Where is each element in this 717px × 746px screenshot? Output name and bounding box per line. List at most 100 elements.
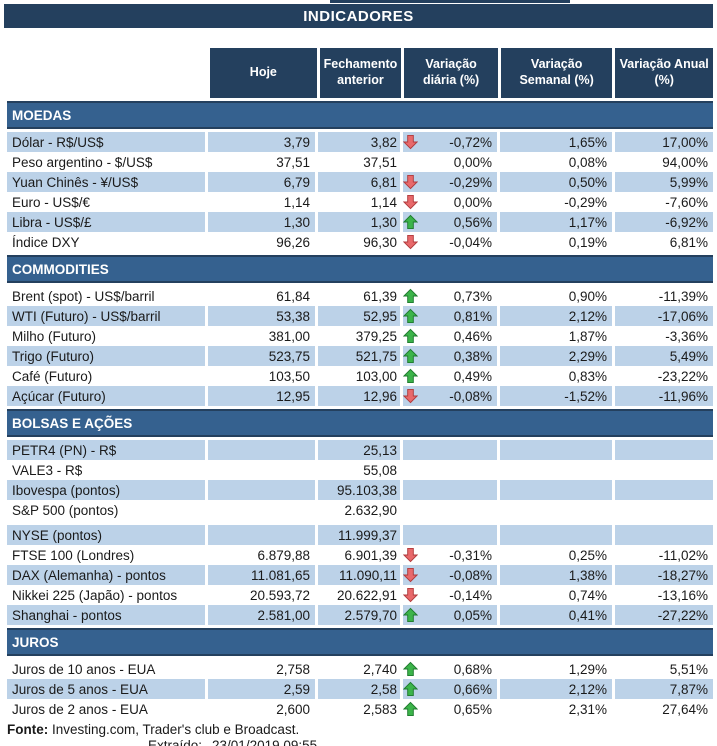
row-label: NYSE (pontos) bbox=[7, 525, 205, 545]
row-label: Libra - US$/£ bbox=[7, 212, 205, 232]
table-row: VALE3 - R$ 55,08 bbox=[7, 460, 713, 480]
cell-variacao-anual bbox=[615, 460, 713, 480]
trend-arrow-slot bbox=[403, 388, 422, 404]
row-label: Milho (Futuro) bbox=[12, 328, 97, 344]
cell-variacao-anual: -11,96% bbox=[615, 386, 713, 406]
down-arrow-icon bbox=[403, 134, 418, 150]
row-label: Trigo (Futuro) bbox=[7, 346, 205, 366]
trend-arrow-slot bbox=[403, 234, 422, 250]
trend-arrow-slot bbox=[403, 134, 422, 150]
cell-variacao-diaria: -0,72% bbox=[403, 132, 497, 152]
cell-hoje: 2,59 bbox=[208, 679, 315, 699]
cell-fechamento: 61,39 bbox=[363, 288, 397, 304]
cell-variacao-anual: -7,60% bbox=[665, 194, 708, 210]
cell-hoje bbox=[208, 525, 315, 545]
cell-variacao-diaria: -0,04% bbox=[403, 232, 497, 252]
cell-variacao-semanal bbox=[500, 525, 612, 545]
cell-variacao-anual: 5,49% bbox=[615, 346, 713, 366]
variacao-diaria-value: 0,05% bbox=[453, 607, 492, 623]
extracted-timestamp: 23/01/2019 09:55 bbox=[212, 738, 318, 746]
cell-fechamento: 2.579,70 bbox=[318, 605, 400, 625]
cell-variacao-anual: -23,22% bbox=[657, 368, 708, 384]
cell-variacao-diaria: -0,08% bbox=[403, 386, 497, 406]
cell-fechamento: 11.999,37 bbox=[318, 525, 400, 545]
table-row: WTI (Futuro) - US$/barril 53,38 52,95 0,81%… bbox=[7, 306, 713, 326]
cell-variacao-semanal: 0,19% bbox=[568, 234, 607, 250]
trend-arrow-slot bbox=[403, 348, 422, 364]
cell-fechamento: 521,75 bbox=[318, 346, 400, 366]
cell-variacao-diaria bbox=[403, 500, 497, 520]
column-header-fech: Fechamento anterior bbox=[319, 48, 402, 98]
table-row: Milho (Futuro) 381,00 379,25 0,46% 1,87% -3,3… bbox=[7, 326, 713, 346]
cell-variacao-diaria: 0,65% bbox=[403, 699, 497, 719]
section-band-moedas: MOEDAS bbox=[7, 101, 713, 129]
trend-arrow-slot bbox=[403, 194, 422, 210]
indicators-table: Hoje Fechamento anterior Variação diária (… bbox=[0, 48, 717, 719]
cell-variacao-anual: 94,00% bbox=[662, 154, 708, 170]
variacao-diaria-value: -0,04% bbox=[449, 234, 492, 250]
variacao-diaria-value: -0,08% bbox=[449, 388, 492, 404]
cell-variacao-semanal: 0,41% bbox=[500, 605, 612, 625]
cell-variacao-semanal bbox=[500, 500, 612, 520]
table-row: Brent (spot) - US$/barril 61,84 61,39 0,73%… bbox=[7, 286, 713, 306]
cell-variacao-anual: -13,16% bbox=[657, 587, 708, 603]
extracted-label: Extraído: bbox=[148, 738, 203, 746]
trend-arrow-slot bbox=[403, 607, 422, 623]
variacao-diaria-value: 0,00% bbox=[453, 194, 492, 210]
row-label: Dólar - R$/US$ bbox=[7, 132, 205, 152]
row-label: Brent (spot) - US$/barril bbox=[12, 288, 155, 304]
cell-variacao-anual: -11,39% bbox=[658, 288, 708, 304]
cell-hoje: 53,38 bbox=[208, 306, 315, 326]
table-row: Dólar - R$/US$ 3,79 3,82 -0,72% 1,65% 17,00% bbox=[7, 132, 713, 152]
column-header-diaria: Variação diária (%) bbox=[404, 48, 498, 98]
cell-variacao-anual bbox=[615, 500, 713, 520]
table-row: FTSE 100 (Londres) 6.879,88 6.901,39 -0,31%… bbox=[7, 545, 713, 565]
table-row: Nikkei 225 (Japão) - pontos 20.593,72 20.6… bbox=[7, 585, 713, 605]
cell-hoje: 2,758 bbox=[276, 661, 310, 677]
row-label: Nikkei 225 (Japão) - pontos bbox=[12, 587, 178, 603]
column-header-row: Hoje Fechamento anterior Variação diária (… bbox=[7, 48, 713, 98]
variacao-diaria-value: -0,29% bbox=[449, 174, 492, 190]
variacao-diaria-value: 0,00% bbox=[453, 154, 492, 170]
down-arrow-icon bbox=[403, 234, 418, 250]
table-row: Ibovespa (pontos) 95.103,38 bbox=[7, 480, 713, 500]
cell-variacao-anual: 6,81% bbox=[669, 234, 708, 250]
variacao-diaria-value: 0,73% bbox=[453, 288, 492, 304]
cell-hoje: 381,00 bbox=[268, 328, 310, 344]
cell-variacao-diaria: 0,38% bbox=[403, 346, 497, 366]
cell-fechamento: 379,25 bbox=[355, 328, 397, 344]
up-arrow-icon bbox=[403, 607, 418, 623]
cell-hoje: 37,51 bbox=[276, 154, 310, 170]
title-bar: INDICADORES bbox=[4, 4, 713, 28]
cell-fechamento: 2,58 bbox=[318, 679, 400, 699]
row-label: Índice DXY bbox=[12, 234, 80, 250]
cell-hoje: 96,26 bbox=[276, 234, 310, 250]
cell-variacao-semanal: 0,08% bbox=[568, 154, 607, 170]
cell-variacao-diaria: -0,31% bbox=[403, 545, 497, 565]
down-arrow-icon bbox=[403, 194, 418, 210]
trend-arrow-slot bbox=[403, 661, 422, 677]
section-band-label: COMMODITIES bbox=[12, 261, 109, 277]
cell-fechamento: 25,13 bbox=[318, 440, 400, 460]
trend-arrow-slot bbox=[403, 328, 422, 344]
cell-hoje: 12,95 bbox=[208, 386, 315, 406]
cell-fechamento: 20.622,91 bbox=[336, 587, 397, 603]
cell-variacao-semanal bbox=[500, 460, 612, 480]
extracted-line: Extraído: 23/01/2019 09:55 bbox=[7, 738, 717, 746]
down-arrow-icon bbox=[403, 547, 418, 563]
row-label: Juros de 5 anos - EUA bbox=[7, 679, 205, 699]
cell-variacao-anual bbox=[615, 480, 713, 500]
up-arrow-icon bbox=[403, 348, 418, 364]
row-label: Ibovespa (pontos) bbox=[7, 480, 205, 500]
cell-variacao-anual bbox=[615, 525, 713, 545]
trend-arrow-slot bbox=[403, 308, 422, 324]
cell-hoje: 3,79 bbox=[208, 132, 315, 152]
cell-fechamento: 37,51 bbox=[363, 154, 397, 170]
cell-variacao-diaria: 0,73% bbox=[403, 286, 497, 306]
cell-hoje: 61,84 bbox=[276, 288, 310, 304]
table-row: PETR4 (PN) - R$ 25,13 bbox=[7, 440, 713, 460]
cell-variacao-semanal bbox=[500, 440, 612, 460]
cell-variacao-anual: -6,92% bbox=[615, 212, 713, 232]
page-title: INDICADORES bbox=[303, 7, 414, 25]
